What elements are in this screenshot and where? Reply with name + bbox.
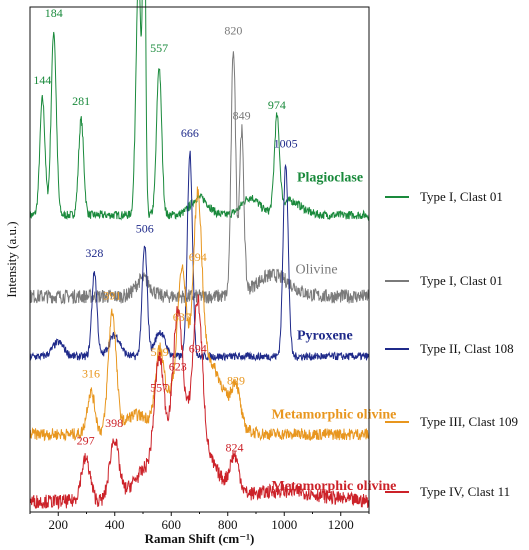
peak-label: 297 <box>77 434 95 448</box>
legend-entry: Type I, Clast 01 <box>420 189 503 204</box>
peak-label: 506 <box>136 222 154 236</box>
legend-entry: Type II, Clast 108 <box>420 341 514 356</box>
legend: Type I, Clast 01 Type I, Clast 01 Type II,… <box>385 189 518 499</box>
peak-label: 557 <box>150 381 168 395</box>
spectrum-line <box>29 186 370 442</box>
peak-label: 694 <box>189 342 207 356</box>
series-labels-layer: Plagioclase Olivine Pyroxene Metamorphic ol… <box>272 170 397 494</box>
spectrum-line <box>29 150 370 362</box>
peak-label: 144 <box>33 73 51 87</box>
peak-labels-layer: 1441842814845045579748208493285066661005… <box>33 6 298 455</box>
peak-label: 849 <box>233 108 251 122</box>
peak-label: 637 <box>173 310 191 324</box>
peak-label: 316 <box>82 366 100 380</box>
spectrum-line <box>29 51 370 305</box>
peak-label: 391 <box>103 289 121 303</box>
x-tick-label: 200 <box>49 517 69 532</box>
legend-entry: Type IV, Clast 11 <box>420 484 510 499</box>
x-tick-label: 800 <box>218 517 238 532</box>
peak-label: 398 <box>105 416 123 430</box>
x-tick-label: 600 <box>162 517 182 532</box>
spectra-layer <box>29 0 370 511</box>
peak-label: 1005 <box>274 137 298 151</box>
peak-label: 820 <box>224 24 242 38</box>
peak-label: 557 <box>150 41 168 55</box>
x-axis-ticks: 200 400 600 800 1000 1200 <box>29 512 370 532</box>
series-material-label: Metamorphic olivine <box>272 479 397 494</box>
peak-label: 829 <box>227 374 245 388</box>
x-tick-label: 1000 <box>271 517 297 532</box>
peak-label: 694 <box>189 250 207 264</box>
legend-entry: Type III, Clast 109 <box>420 414 518 429</box>
series-material-label: Metamorphic olivine <box>272 407 397 422</box>
series-material-label: Plagioclase <box>297 170 363 185</box>
y-axis-label: Intensity (a.u.) <box>4 221 19 297</box>
peak-label: 328 <box>85 246 103 260</box>
x-tick-label: 1200 <box>328 517 354 532</box>
x-axis-label: Raman Shift (cm⁻¹) <box>145 531 255 546</box>
peak-label: 559 <box>151 345 169 359</box>
peak-label: 623 <box>169 359 187 373</box>
spectrum-line <box>29 0 370 222</box>
legend-entry: Type I, Clast 01 <box>420 273 503 288</box>
peak-label: 184 <box>45 6 63 20</box>
peak-label: 824 <box>226 441 244 455</box>
peak-label: 974 <box>268 98 286 112</box>
x-tick-label: 400 <box>105 517 125 532</box>
peak-label: 666 <box>181 126 199 140</box>
spectrum-line <box>29 294 370 511</box>
series-material-label: Olivine <box>296 262 338 277</box>
series-material-label: Pyroxene <box>297 328 353 343</box>
peak-label: 281 <box>72 94 90 108</box>
